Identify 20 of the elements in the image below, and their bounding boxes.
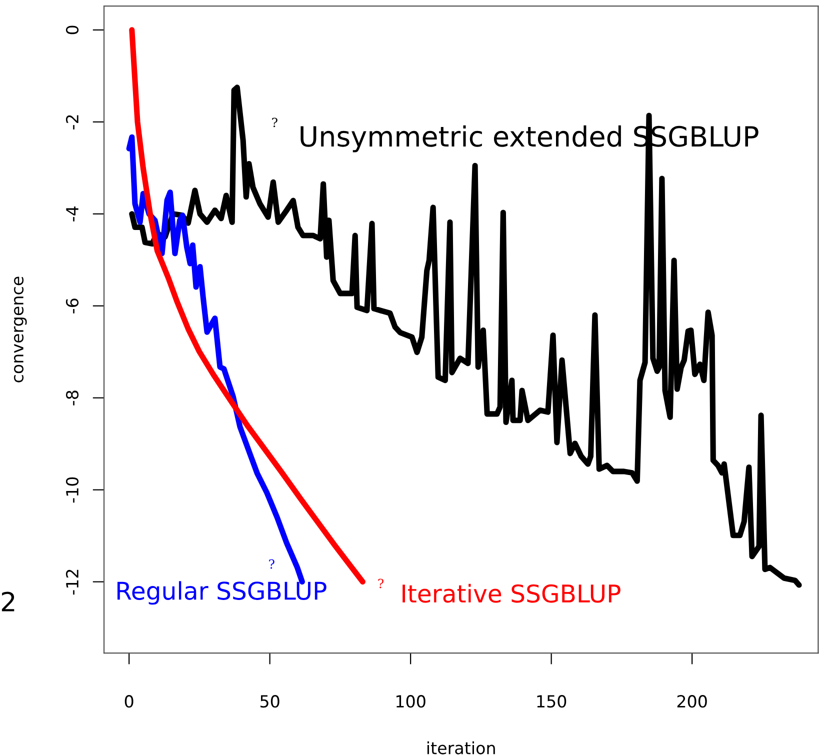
y-tick-label: -10: [66, 477, 79, 503]
y-tick-label: -4: [66, 206, 78, 222]
y-tick-label: 0: [66, 26, 79, 34]
y-tick-label: -2: [66, 115, 78, 130]
series-label: Iterative SSGBLUP: [402, 584, 620, 603]
x-tick-label: 200: [677, 695, 707, 708]
text: 2: [2, 592, 14, 612]
x-tick-label: 50: [260, 695, 280, 708]
x-axis-title: iteration: [427, 741, 495, 754]
x-tick-label: 100: [396, 695, 426, 708]
y-axis-title: convergence: [14, 276, 27, 382]
y-tick-label: -8: [66, 390, 79, 406]
annotation: ?: [269, 559, 274, 569]
x-tick-label: 0: [124, 695, 134, 708]
x-tick-label: 150: [537, 695, 566, 708]
y-tick-label: -6: [66, 298, 79, 314]
annotation: ?: [378, 578, 384, 588]
y-tick-label: -12: [66, 570, 78, 595]
series-label: Regular SSGBLUP: [117, 581, 326, 605]
annotation: ?: [272, 118, 278, 128]
